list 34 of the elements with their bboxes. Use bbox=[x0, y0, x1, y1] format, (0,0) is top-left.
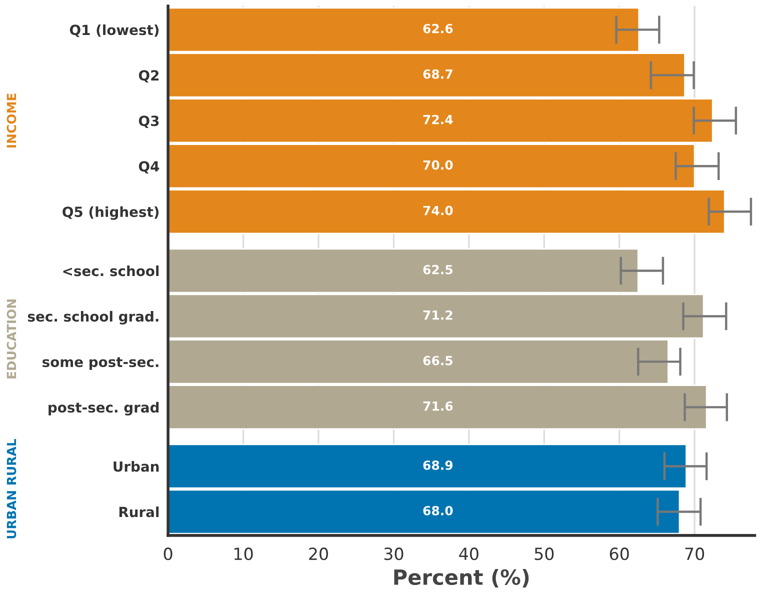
x-tick-label: 20 bbox=[309, 548, 328, 560]
x-tick-label: 50 bbox=[534, 548, 554, 560]
y-tick-label: some post-sec. bbox=[42, 357, 158, 370]
y-tick-label: post-sec. grad bbox=[48, 402, 159, 416]
data-label: 68.0 bbox=[423, 506, 453, 516]
y-tick-label: <sec. school bbox=[63, 265, 159, 276]
y-tick-label: Q2 bbox=[138, 70, 159, 82]
data-label: 74.0 bbox=[423, 206, 453, 216]
y-tick-label: Rural bbox=[119, 506, 159, 518]
text: URBAN RURAL bbox=[6, 438, 16, 538]
x-tick-label: 10 bbox=[234, 548, 253, 560]
y-tick-label: Q4 bbox=[138, 161, 160, 174]
x-tick-label: 30 bbox=[384, 548, 404, 560]
data-label: 68.9 bbox=[423, 460, 453, 470]
x-axis-title: Percent (%) bbox=[394, 568, 529, 588]
x-tick-label: 60 bbox=[610, 548, 629, 560]
x-tick-label: 40 bbox=[459, 548, 478, 560]
y-tick-label: Q3 bbox=[138, 116, 159, 128]
data-label: 62.5 bbox=[423, 264, 452, 274]
y-tick-label: Q5 (highest) bbox=[62, 206, 159, 220]
text: INCOME bbox=[6, 94, 16, 148]
data-label: 71.2 bbox=[423, 310, 452, 320]
y-tick-label: Q1 (lowest) bbox=[70, 24, 159, 38]
data-label: 70.0 bbox=[423, 160, 453, 170]
data-label: 71.6 bbox=[423, 401, 453, 411]
data-label: 62.6 bbox=[423, 24, 453, 34]
data-label: 72.4 bbox=[423, 114, 453, 124]
x-tick-label: 70 bbox=[685, 548, 704, 560]
data-label: 66.5 bbox=[423, 356, 452, 366]
y-tick-label: Urban bbox=[114, 461, 159, 472]
data-label: 68.7 bbox=[423, 69, 452, 79]
x-tick-label: 0 bbox=[164, 548, 172, 560]
y-tick-label: sec. school grad. bbox=[28, 310, 158, 324]
text: EDUCATION bbox=[6, 300, 16, 378]
